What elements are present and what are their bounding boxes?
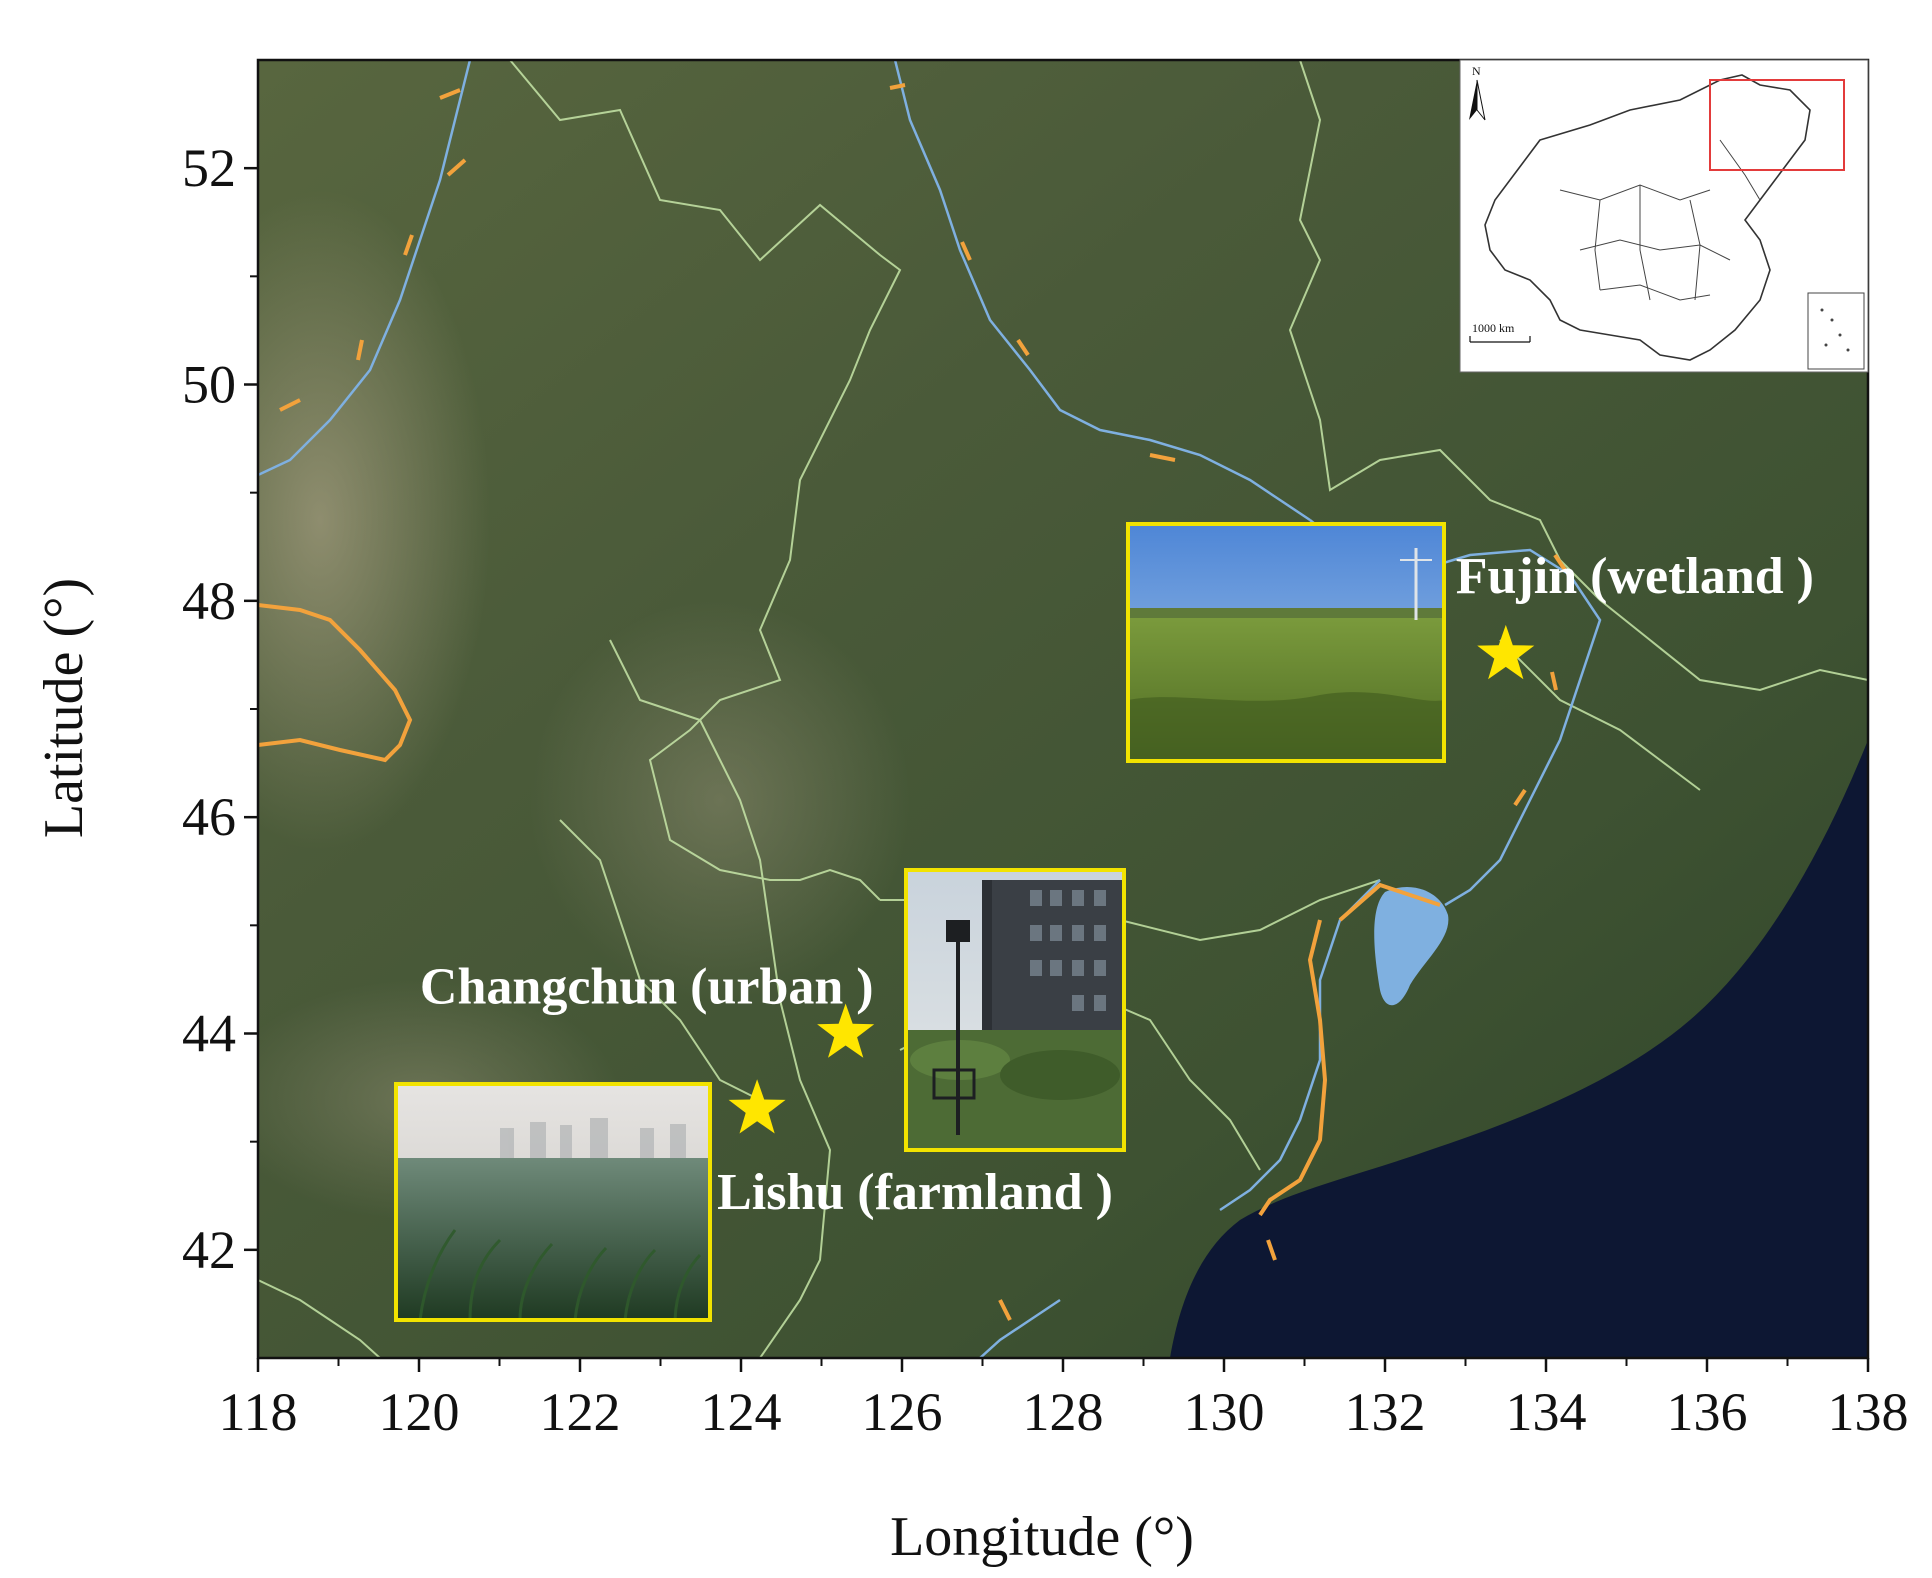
study-area-highlight-box (1709, 79, 1845, 171)
north-label: N (1472, 64, 1481, 78)
x-tick-label: 132 (1345, 1382, 1426, 1442)
y-tick-label: 44 (182, 1004, 236, 1064)
x-tick-label: 122 (540, 1382, 621, 1442)
y-tick-label: 42 (182, 1220, 236, 1280)
site-star-icon (728, 1079, 786, 1134)
china-inset-map: N 1000 km (1459, 59, 1869, 373)
x-tick-label: 126 (862, 1382, 943, 1442)
sea-area (1170, 740, 1868, 1358)
site-star-icon (1477, 624, 1535, 680)
plain-area (530, 600, 910, 1000)
x-tick-label: 136 (1667, 1382, 1748, 1442)
x-tick-label: 138 (1828, 1382, 1909, 1442)
site-label: Lishu (farmland ) (717, 1164, 1113, 1221)
y-tick-label: 52 (182, 138, 236, 198)
urban-photo (904, 868, 1126, 1152)
wetland-photo (1126, 522, 1446, 763)
site-star-icon (817, 1003, 875, 1058)
x-axis: 118 120 122 124 126 128 130 132 134 136 138 (219, 1358, 1909, 1442)
south-china-sea-box (1807, 292, 1865, 370)
site-label: Changchun (urban ) (420, 959, 874, 1016)
scale-label: 1000 km (1472, 321, 1515, 335)
national-borders (258, 83, 1567, 1321)
inset-province-lines (1559, 139, 1761, 301)
scale-bar (1469, 336, 1531, 343)
site-label: Fujin (wetland ) (1456, 548, 1814, 605)
x-axis-title: Longitude (°) (890, 1506, 1194, 1568)
y-axis-title: Latitude (°) (33, 578, 95, 838)
y-tick-label: 48 (182, 571, 236, 631)
y-tick-label: 50 (182, 355, 236, 415)
lake-xingkai (1374, 886, 1449, 1006)
y-axis: 42 44 46 48 50 52 (182, 138, 258, 1280)
y-tick-label: 46 (182, 787, 236, 847)
x-tick-label: 120 (379, 1382, 460, 1442)
x-tick-label: 134 (1506, 1382, 1587, 1442)
steppe-area (258, 190, 490, 850)
north-arrow-icon (1469, 79, 1486, 121)
x-tick-label: 128 (1023, 1382, 1104, 1442)
x-tick-label: 124 (701, 1382, 782, 1442)
x-tick-label: 118 (219, 1382, 298, 1442)
sites-layer: Fujin (wetland ) Changchun (urban ) Lishu … (420, 548, 1814, 1221)
farmland-photo (394, 1082, 712, 1322)
x-tick-label: 130 (1184, 1382, 1265, 1442)
